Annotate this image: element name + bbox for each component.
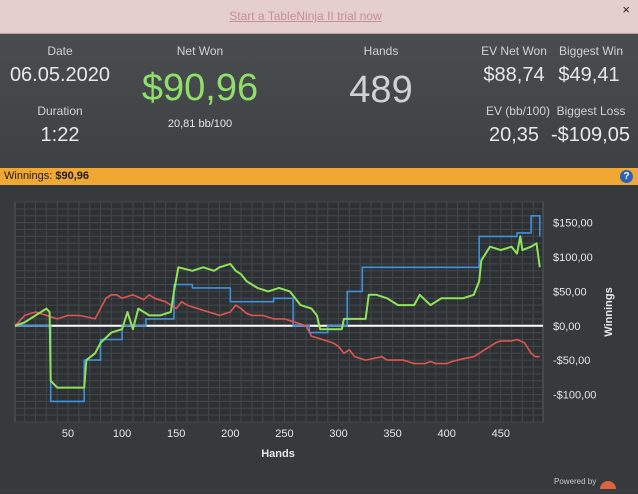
y-tick-label: $0,00	[553, 321, 581, 333]
x-tick-label: 100	[113, 428, 131, 440]
ev-bb-value: 20,35	[488, 124, 540, 146]
biggest-loss-label: Biggest Loss	[556, 104, 626, 118]
trial-link[interactable]: Start a TableNinja II trial now	[229, 9, 382, 23]
winnings-value: $90,96	[55, 170, 90, 182]
x-tick-label: 200	[221, 428, 239, 440]
winnings-chart: 50 100 150 200 250 300 350 400 450 $150,00 $100,00…	[14, 201, 615, 460]
x-tick-label: 450	[492, 428, 510, 440]
close-icon[interactable]: ×	[622, 2, 630, 17]
brand-logo-icon	[600, 481, 616, 489]
duration-value: 1:22	[40, 124, 80, 146]
y-tick-label: $150,00	[553, 218, 593, 230]
biggest-win-label: Biggest Win	[558, 44, 624, 58]
y-tick-label: $50,00	[553, 286, 587, 298]
y-tick-label: -$100,00	[553, 390, 596, 402]
duration-label: Duration	[37, 104, 83, 118]
x-tick-label: 300	[329, 428, 347, 440]
x-tick-label: 400	[438, 428, 456, 440]
net-won-value: $90,96	[141, 67, 259, 109]
x-tick-label: 350	[383, 428, 401, 440]
series-line-3	[14, 294, 540, 365]
biggest-loss-value: -$109,05	[551, 124, 630, 146]
x-tick-label: 150	[167, 428, 185, 440]
y-axis-label: Winnings	[603, 287, 615, 336]
winnings-chart-area: 50 100 150 200 250 300 350 400 450 $150,00 $100,00…	[0, 185, 638, 489]
date-label: Date	[47, 44, 73, 58]
x-tick-label: 50	[62, 428, 74, 440]
winnings-bar: Winnings: $90,96 ?	[0, 168, 638, 185]
winnings-label: Winnings:	[4, 170, 53, 182]
series-line-1	[14, 235, 541, 389]
net-won-label: Net Won	[176, 44, 224, 58]
ev-net-won-value: $88,74	[483, 64, 545, 86]
promo-banner: Start a TableNinja II trial now ×	[0, 0, 638, 34]
y-tick-label: -$50,00	[553, 355, 590, 367]
net-won-bb: 20,81 bb/100	[167, 118, 233, 130]
biggest-win-value: $49,41	[558, 64, 620, 86]
ev-bb-label: EV (bb/100)	[485, 104, 551, 118]
y-tick-label: $100,00	[553, 252, 593, 264]
series-line-2	[15, 214, 541, 403]
help-icon[interactable]: ?	[620, 170, 633, 183]
hands-value: 489	[349, 69, 413, 111]
hands-label: Hands	[363, 44, 399, 58]
x-axis-label: Hands	[261, 448, 295, 460]
x-tick-label: 250	[275, 428, 293, 440]
winnings-caption: Winnings: $90,96	[4, 170, 89, 182]
powered-by-label: Powered by	[554, 477, 597, 486]
date-value: 06.05.2020	[9, 64, 111, 86]
ev-net-won-label: EV Net Won	[481, 44, 547, 58]
session-stats-panel: Date 06.05.2020 Duration 1:22 Net Won $9…	[0, 34, 638, 168]
